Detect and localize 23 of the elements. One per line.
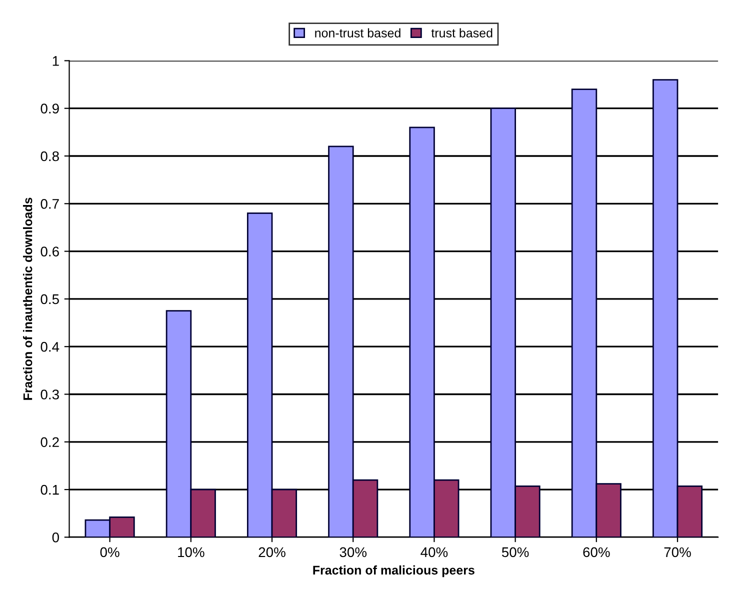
y-tick-label: 0 <box>52 532 59 542</box>
y-tick-label: 0.1 <box>40 484 59 495</box>
x-tick-label: 50% <box>502 547 529 558</box>
y-axis-title: Fraction of inauthentic downloads <box>23 198 32 400</box>
y-tick-label: 0.2 <box>40 437 59 448</box>
x-axis-title: Fraction of malicious peers <box>313 565 474 578</box>
x-tick-label: 20% <box>258 547 286 558</box>
x-tick-label: 30% <box>340 547 367 558</box>
y-tick-label: 0.5 <box>40 294 59 304</box>
x-tick-label: 70% <box>664 547 691 558</box>
y-tick-label: 0.7 <box>40 198 59 209</box>
y-tick-label: 0.8 <box>40 151 59 162</box>
y-tick-label: 0.3 <box>40 390 59 400</box>
x-tick-label: 0% <box>100 547 120 558</box>
y-tick-label: 1 <box>52 56 59 66</box>
y-tick-label: 0.6 <box>40 246 59 256</box>
x-tick-label: 10% <box>178 547 204 558</box>
y-tick-label: 0.9 <box>40 104 59 114</box>
x-tick-label: 60% <box>583 547 610 558</box>
x-tick-label: 40% <box>420 547 448 558</box>
legend-label: non-trust based <box>315 28 400 38</box>
y-tick-label: 0.4 <box>40 342 60 352</box>
legend-label: trust based <box>431 28 492 38</box>
